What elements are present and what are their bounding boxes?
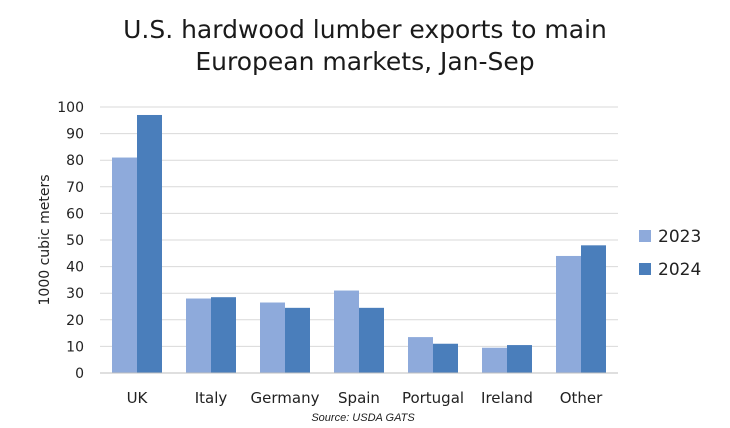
bar-portugal-2024 xyxy=(433,343,458,373)
bar-other-2024 xyxy=(581,245,606,373)
x-tick-label: Portugal xyxy=(402,389,464,407)
y-tick-label: 100 xyxy=(57,100,84,116)
bar-uk-2023 xyxy=(112,157,137,373)
legend-label-2023: 2023 xyxy=(658,227,701,247)
y-tick-label: 70 xyxy=(66,180,84,196)
legend-swatch-2024 xyxy=(639,263,651,275)
y-axis-title: 1000 cubic meters xyxy=(37,175,53,306)
bar-other-2023 xyxy=(556,255,581,373)
chart-title-line-1: U.S. hardwood lumber exports to main xyxy=(123,15,607,44)
bar-ireland-2023 xyxy=(482,347,507,373)
bar-italy-2023 xyxy=(186,298,211,373)
bar-ireland-2024 xyxy=(507,345,532,373)
bar-spain-2024 xyxy=(359,307,384,373)
bars xyxy=(112,114,606,373)
legend: 2023 2024 xyxy=(639,227,701,280)
bar-portugal-2023 xyxy=(408,337,433,373)
x-tick-label: Ireland xyxy=(481,389,533,407)
bar-germany-2024 xyxy=(285,307,310,373)
bar-germany-2023 xyxy=(260,302,285,373)
y-tick-label: 60 xyxy=(66,206,84,222)
y-tick-label: 10 xyxy=(66,339,84,355)
legend-swatch-2023 xyxy=(639,230,651,242)
source-note: Source: USDA GATS xyxy=(311,412,415,424)
x-tick-label: Spain xyxy=(338,389,380,407)
bar-uk-2024 xyxy=(137,114,162,373)
y-tick-label: 0 xyxy=(75,366,84,382)
bar-spain-2023 xyxy=(334,290,359,373)
y-tick-label: 90 xyxy=(66,127,84,143)
y-tick-label: 30 xyxy=(66,286,84,302)
chart-title: U.S. hardwood lumber exports to main Eur… xyxy=(0,14,730,78)
x-tick-label: Italy xyxy=(195,389,228,407)
y-tick-label: 50 xyxy=(66,233,84,249)
x-tick-label: Other xyxy=(560,389,603,407)
y-tick-label: 40 xyxy=(66,260,84,276)
axes: 0 10 20 30 40 50 60 70 80 90 100 UK Italy Germany Spai… xyxy=(57,100,618,407)
x-tick-label: UK xyxy=(127,389,149,407)
x-tick-label: Germany xyxy=(251,389,320,407)
chart-title-line-2: European markets, Jan-Sep xyxy=(195,47,535,76)
y-tick-label: 20 xyxy=(66,313,84,329)
y-tick-label: 80 xyxy=(66,153,84,169)
bar-italy-2024 xyxy=(211,297,236,373)
legend-label-2024: 2024 xyxy=(658,260,701,280)
